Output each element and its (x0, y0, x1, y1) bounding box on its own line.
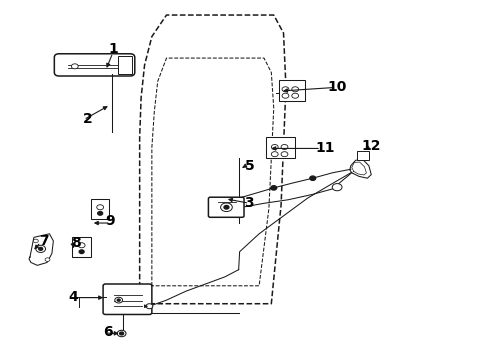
Text: 2: 2 (82, 112, 92, 126)
Circle shape (45, 258, 50, 261)
FancyBboxPatch shape (91, 199, 109, 220)
Circle shape (271, 152, 278, 157)
FancyBboxPatch shape (278, 80, 305, 101)
Text: 1: 1 (108, 42, 118, 56)
Text: 7: 7 (39, 234, 48, 248)
Circle shape (97, 205, 103, 210)
Circle shape (117, 299, 120, 301)
FancyBboxPatch shape (103, 284, 152, 315)
Circle shape (115, 297, 122, 303)
Text: 6: 6 (103, 325, 113, 339)
Circle shape (33, 239, 38, 243)
Circle shape (98, 212, 102, 215)
Circle shape (39, 247, 42, 250)
Circle shape (282, 87, 288, 92)
Circle shape (270, 186, 276, 190)
Circle shape (281, 144, 287, 149)
Text: 8: 8 (71, 236, 81, 250)
Text: 9: 9 (105, 214, 115, 228)
Circle shape (281, 152, 287, 157)
FancyBboxPatch shape (266, 137, 294, 158)
Circle shape (220, 203, 232, 212)
FancyBboxPatch shape (118, 56, 132, 74)
Circle shape (36, 245, 45, 252)
FancyBboxPatch shape (208, 197, 244, 217)
Circle shape (117, 330, 126, 337)
Text: 12: 12 (361, 139, 380, 153)
Circle shape (79, 250, 84, 253)
Circle shape (120, 332, 123, 335)
Text: 11: 11 (315, 141, 334, 155)
Circle shape (291, 87, 298, 92)
Text: 10: 10 (327, 80, 346, 94)
Text: 3: 3 (244, 196, 254, 210)
FancyBboxPatch shape (356, 151, 368, 160)
FancyBboxPatch shape (54, 54, 135, 76)
Text: 4: 4 (68, 289, 78, 303)
Circle shape (224, 206, 228, 209)
Circle shape (309, 176, 315, 180)
Circle shape (291, 93, 298, 98)
Circle shape (271, 144, 278, 149)
Circle shape (282, 93, 288, 98)
Text: 5: 5 (244, 159, 254, 173)
Circle shape (78, 243, 85, 248)
Circle shape (331, 184, 341, 191)
FancyBboxPatch shape (72, 237, 91, 257)
Circle shape (71, 64, 78, 69)
Circle shape (146, 304, 153, 309)
